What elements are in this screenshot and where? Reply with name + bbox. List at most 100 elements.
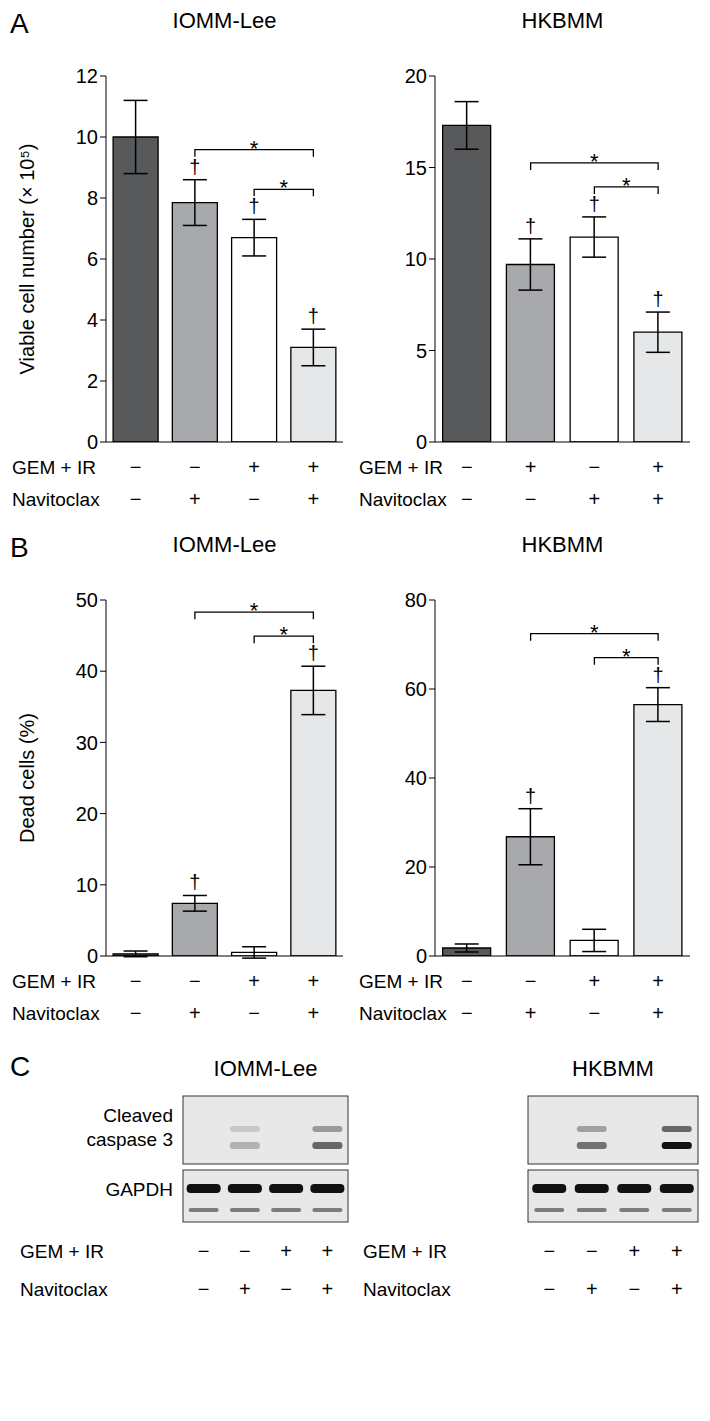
svg-text:*: * xyxy=(279,622,288,647)
svg-text:*: * xyxy=(622,173,631,198)
svg-text:+: + xyxy=(652,970,664,992)
svg-text:+: + xyxy=(628,1240,640,1262)
svg-text:+: + xyxy=(308,1002,320,1024)
svg-text:IOMM-Lee: IOMM-Lee xyxy=(214,1056,318,1081)
svg-text:6: 6 xyxy=(87,248,98,270)
svg-text:†: † xyxy=(653,288,664,310)
svg-text:*: * xyxy=(590,620,599,645)
svg-text:+: + xyxy=(308,970,320,992)
svg-text:C: C xyxy=(10,1051,30,1082)
svg-text:*: * xyxy=(279,175,288,200)
svg-text:+: + xyxy=(589,488,601,510)
svg-text:+: + xyxy=(671,1240,683,1262)
svg-text:GEM + IR: GEM + IR xyxy=(363,1241,447,1262)
svg-text:+: + xyxy=(652,456,664,478)
svg-text:20: 20 xyxy=(405,856,427,878)
svg-text:−: − xyxy=(586,1240,598,1262)
svg-text:20: 20 xyxy=(405,65,427,87)
svg-text:+: + xyxy=(586,1278,598,1300)
svg-text:Viable cell number (× 10⁵): Viable cell number (× 10⁵) xyxy=(16,144,38,375)
svg-text:Navitoclax: Navitoclax xyxy=(12,1003,100,1024)
svg-text:+: + xyxy=(652,1002,664,1024)
svg-text:12: 12 xyxy=(76,65,98,87)
svg-text:80: 80 xyxy=(405,589,427,611)
svg-text:+: + xyxy=(308,456,320,478)
svg-text:+: + xyxy=(239,1278,251,1300)
svg-text:40: 40 xyxy=(405,767,427,789)
svg-text:−: − xyxy=(198,1240,210,1262)
svg-text:2: 2 xyxy=(87,370,98,392)
svg-text:0: 0 xyxy=(87,431,98,453)
svg-text:15: 15 xyxy=(405,157,427,179)
svg-text:−: − xyxy=(189,456,201,478)
svg-text:Dead cells (%): Dead cells (%) xyxy=(16,713,38,843)
svg-text:−: − xyxy=(130,488,142,510)
svg-text:+: + xyxy=(671,1278,683,1300)
svg-text:†: † xyxy=(308,305,319,327)
svg-text:†: † xyxy=(189,156,200,178)
svg-text:0: 0 xyxy=(416,431,427,453)
svg-text:*: * xyxy=(250,598,259,623)
svg-text:GEM + IR: GEM + IR xyxy=(12,457,96,478)
svg-text:−: − xyxy=(461,456,473,478)
svg-text:50: 50 xyxy=(76,589,98,611)
svg-text:−: − xyxy=(248,1002,260,1024)
svg-text:†: † xyxy=(189,871,200,893)
svg-text:10: 10 xyxy=(405,248,427,270)
svg-text:−: − xyxy=(198,1278,210,1300)
svg-text:10: 10 xyxy=(76,126,98,148)
svg-text:−: − xyxy=(248,488,260,510)
svg-text:*: * xyxy=(250,136,259,161)
svg-text:†: † xyxy=(249,195,260,217)
svg-text:8: 8 xyxy=(87,187,98,209)
svg-text:40: 40 xyxy=(76,660,98,682)
svg-text:†: † xyxy=(525,215,536,237)
svg-text:−: − xyxy=(130,456,142,478)
svg-text:5: 5 xyxy=(416,340,427,362)
svg-text:Cleaved: Cleaved xyxy=(103,1105,173,1126)
svg-text:−: − xyxy=(239,1240,251,1262)
svg-text:+: + xyxy=(248,456,260,478)
svg-text:+: + xyxy=(525,456,537,478)
svg-text:HKBMM: HKBMM xyxy=(572,1056,654,1081)
svg-text:−: − xyxy=(280,1278,292,1300)
svg-text:GEM + IR: GEM + IR xyxy=(359,971,443,992)
svg-text:−: − xyxy=(525,488,537,510)
svg-text:60: 60 xyxy=(405,678,427,700)
svg-text:†: † xyxy=(308,642,319,664)
svg-text:−: − xyxy=(461,488,473,510)
svg-text:+: + xyxy=(308,488,320,510)
svg-text:+: + xyxy=(189,488,201,510)
svg-text:GEM + IR: GEM + IR xyxy=(359,457,443,478)
svg-text:GEM + IR: GEM + IR xyxy=(12,971,96,992)
svg-text:†: † xyxy=(653,664,664,686)
svg-text:30: 30 xyxy=(76,732,98,754)
svg-text:Navitoclax: Navitoclax xyxy=(359,1003,447,1024)
svg-text:−: − xyxy=(130,970,142,992)
svg-text:−: − xyxy=(461,1002,473,1024)
svg-text:+: + xyxy=(280,1240,292,1262)
svg-text:−: − xyxy=(461,970,473,992)
svg-text:*: * xyxy=(590,149,599,174)
svg-text:4: 4 xyxy=(87,309,98,331)
svg-text:−: − xyxy=(543,1278,555,1300)
svg-text:+: + xyxy=(589,970,601,992)
svg-text:20: 20 xyxy=(76,803,98,825)
svg-text:0: 0 xyxy=(87,945,98,967)
svg-text:−: − xyxy=(525,970,537,992)
svg-text:†: † xyxy=(525,785,536,807)
svg-text:0: 0 xyxy=(416,945,427,967)
svg-text:Navitoclax: Navitoclax xyxy=(363,1279,451,1300)
svg-text:Navitoclax: Navitoclax xyxy=(359,489,447,510)
svg-text:†: † xyxy=(589,193,600,215)
svg-text:caspase 3: caspase 3 xyxy=(86,1129,173,1150)
svg-text:+: + xyxy=(322,1278,334,1300)
svg-text:+: + xyxy=(525,1002,537,1024)
svg-text:*: * xyxy=(622,644,631,669)
svg-text:GEM + IR: GEM + IR xyxy=(20,1241,104,1262)
svg-text:Navitoclax: Navitoclax xyxy=(12,489,100,510)
svg-text:−: − xyxy=(589,456,601,478)
svg-text:−: − xyxy=(130,1002,142,1024)
svg-text:−: − xyxy=(189,970,201,992)
svg-text:GAPDH: GAPDH xyxy=(105,1179,173,1200)
